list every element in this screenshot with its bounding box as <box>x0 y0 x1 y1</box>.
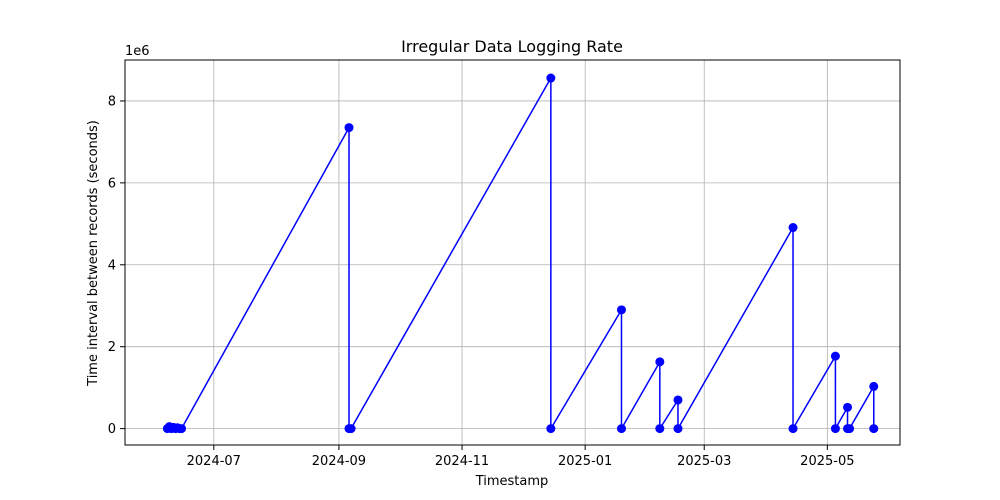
data-point <box>344 123 354 133</box>
data-point <box>830 424 840 434</box>
data-point <box>655 357 665 367</box>
data-point <box>788 424 798 434</box>
data-point <box>869 381 879 391</box>
data-point <box>843 402 853 412</box>
x-tick-label: 2025-03 <box>677 454 731 469</box>
y-tick-label: 0 <box>108 422 116 437</box>
grid <box>125 60 900 445</box>
y-tick-label: 8 <box>108 94 116 109</box>
series <box>162 73 879 434</box>
data-point <box>546 424 556 434</box>
data-point <box>788 223 798 233</box>
y-tick-label: 6 <box>108 176 116 191</box>
data-point <box>830 351 840 361</box>
y-tick-label: 4 <box>108 258 116 273</box>
x-tick-label: 2025-05 <box>800 454 854 469</box>
x-tick-label: 2024-09 <box>312 454 366 469</box>
ticks: 2024-07 2024-09 2024-11 2025-01 2025-03 2025-… <box>108 94 855 469</box>
data-point <box>616 305 626 315</box>
y-offset-label: 1e6 <box>125 44 150 59</box>
x-tick-label: 2024-11 <box>435 454 489 469</box>
y-axis-label: Time interval between records (seconds) <box>86 120 101 387</box>
data-point <box>346 424 356 434</box>
data-point <box>673 395 683 405</box>
data-point <box>655 424 665 434</box>
x-axis-label: Timestamp <box>475 474 549 489</box>
y-tick-label: 2 <box>108 340 116 355</box>
data-point <box>546 73 556 83</box>
x-tick-label: 2024-07 <box>187 454 241 469</box>
data-point <box>845 424 855 434</box>
data-point <box>177 424 187 434</box>
data-point <box>616 424 626 434</box>
data-point <box>869 424 879 434</box>
plot-frame <box>124 59 901 446</box>
data-point <box>673 424 683 434</box>
chart-title: Irregular Data Logging Rate <box>401 37 623 56</box>
x-tick-label: 2025-01 <box>558 454 612 469</box>
series-line <box>166 77 875 430</box>
